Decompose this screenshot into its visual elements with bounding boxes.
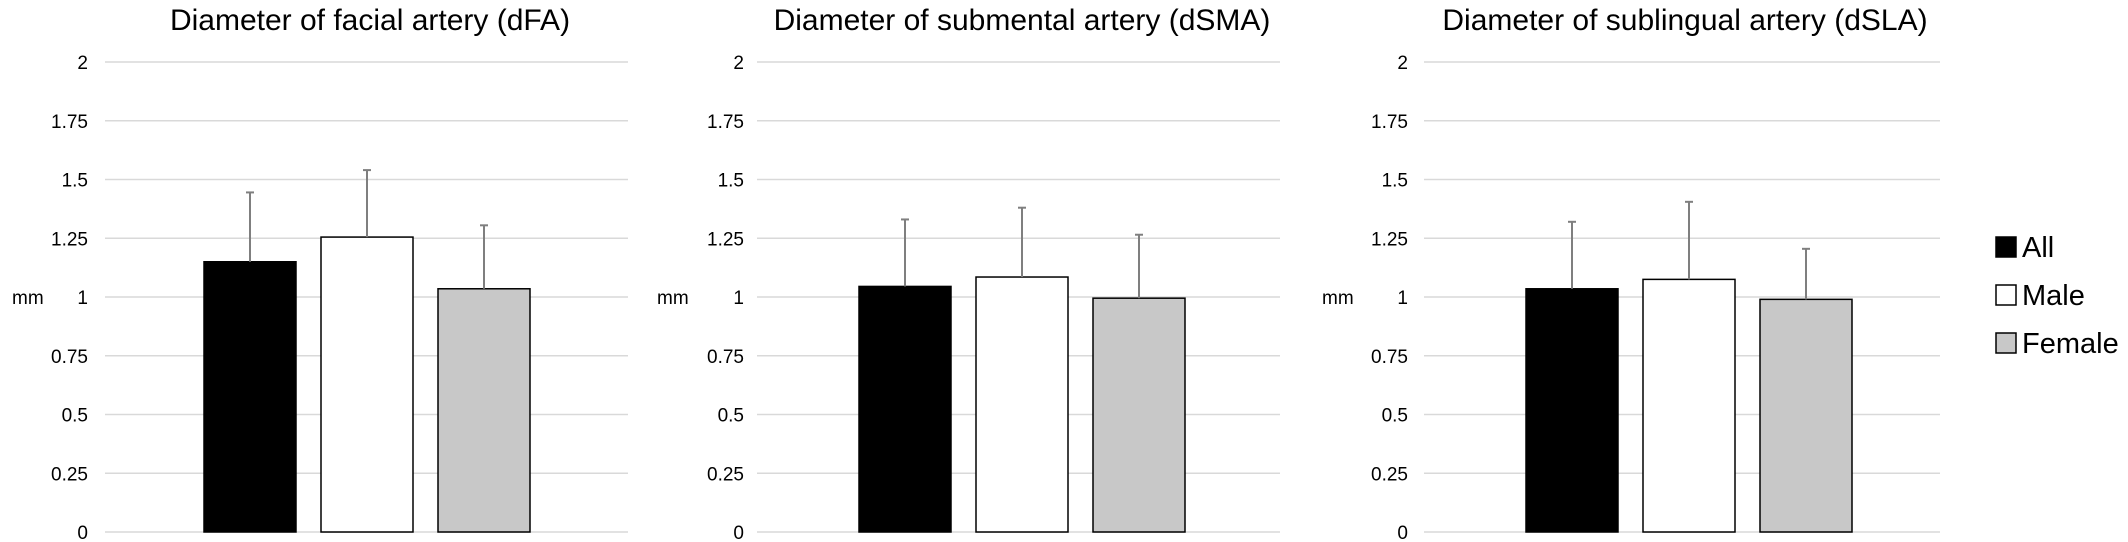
y-tick-label: 0 — [1397, 523, 1408, 542]
error-bar-all — [901, 218, 909, 287]
error-bar-male — [1018, 206, 1026, 278]
chart-panel-2: Diameter of submental artery (dSMA) 0 0.25… — [657, 4, 1280, 542]
chart-panel-1: Diameter of facial artery (dFA) 0 0.25 0.5 0… — [12, 4, 628, 542]
chart-title: Diameter of facial artery (dFA) — [170, 4, 570, 37]
y-tick-label: 1 — [77, 288, 88, 309]
legend-item-female: Female — [1995, 328, 2119, 360]
y-tick-label: 1.25 — [1371, 229, 1408, 250]
error-bar-female — [480, 224, 488, 289]
y-tick-label: 1.5 — [62, 171, 88, 192]
error-bar-all — [1568, 220, 1576, 289]
bar-male — [975, 276, 1069, 533]
bar-female — [1092, 297, 1186, 533]
legend-swatch — [1995, 284, 2017, 306]
error-bar-female — [1802, 247, 1810, 300]
y-tick-label: 1.75 — [1371, 112, 1408, 133]
bar-all — [858, 285, 952, 533]
y-axis-label: mm — [1322, 288, 1354, 309]
chart-panels: Diameter of facial artery (dFA) 0 0.25 0.5 0… — [12, 4, 1940, 542]
y-tick-label: 0 — [733, 523, 744, 542]
error-bar-female — [1135, 233, 1143, 299]
legend-label: All — [2022, 232, 2054, 264]
y-tick-label: 1.5 — [1382, 171, 1408, 192]
legend-swatch — [1995, 236, 2017, 258]
error-bar-male — [1685, 200, 1693, 280]
y-tick-label: 1 — [733, 288, 744, 309]
y-tick-label: 2 — [1397, 53, 1408, 74]
chart-title: Diameter of submental artery (dSMA) — [774, 4, 1271, 37]
y-tick-label: 1.5 — [718, 171, 744, 192]
bar-male — [1642, 278, 1736, 533]
bar-female — [437, 288, 531, 533]
y-tick-label: 0.5 — [1382, 406, 1408, 427]
y-tick-label: 1.75 — [707, 112, 744, 133]
bar-female — [1759, 298, 1853, 533]
y-tick-label: 0.25 — [1371, 464, 1408, 485]
legend-label: Male — [2022, 280, 2085, 312]
legend-swatch — [1995, 332, 2017, 354]
y-tick-label: 0.75 — [51, 347, 88, 368]
legend-item-male: Male — [1995, 280, 2085, 312]
error-bar-male — [363, 169, 371, 238]
y-tick-label: 1.25 — [707, 229, 744, 250]
y-tick-label: 2 — [733, 53, 744, 74]
y-tick-label: 1.25 — [51, 229, 88, 250]
chart-panel-3: Diameter of sublingual artery (dSLA) 0 0.2… — [1322, 4, 1940, 542]
y-axis-label: mm — [12, 288, 44, 309]
chart-title: Diameter of sublingual artery (dSLA) — [1442, 4, 1927, 37]
y-tick-label: 2 — [77, 53, 88, 74]
bar-male — [320, 236, 414, 533]
legend-item-all: All — [1995, 232, 2054, 264]
y-tick-label: 0.75 — [1371, 347, 1408, 368]
y-tick-label: 0 — [77, 523, 88, 542]
y-tick-label: 0.5 — [62, 406, 88, 427]
legend: All Male Female — [1995, 232, 2119, 360]
y-tick-label: 1 — [1397, 288, 1408, 309]
bar-all — [1525, 288, 1619, 533]
bar-all — [203, 261, 297, 533]
legend-label: Female — [2022, 328, 2119, 360]
y-tick-label: 1.75 — [51, 112, 88, 133]
y-axis-label: mm — [657, 288, 689, 309]
error-bar-all — [246, 191, 254, 262]
y-tick-label: 0.25 — [707, 464, 744, 485]
y-tick-label: 0.25 — [51, 464, 88, 485]
y-tick-label: 0.5 — [718, 406, 744, 427]
y-tick-label: 0.75 — [707, 347, 744, 368]
